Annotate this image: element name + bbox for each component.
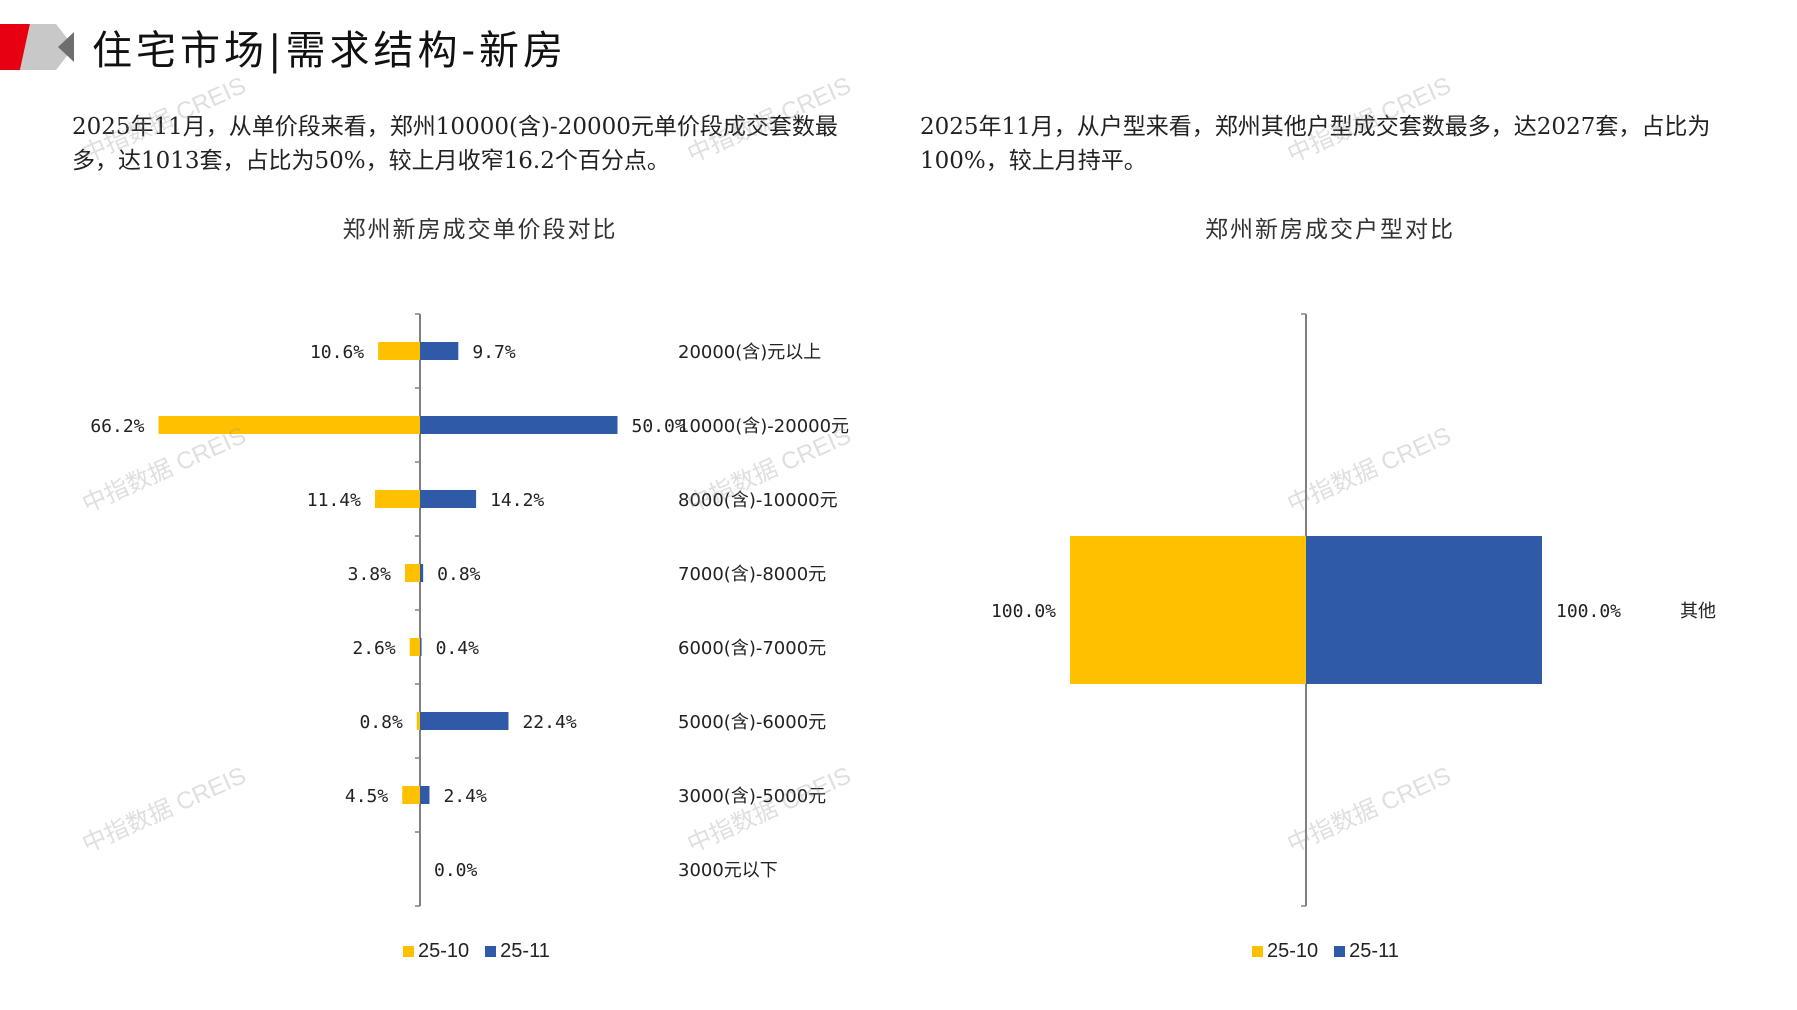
data-label-25-10: 10.6% (310, 342, 364, 363)
data-label-25-10: 4.5% (345, 786, 389, 807)
page-title: 住宅市场|需求结构-新房 (92, 28, 567, 74)
data-label-25-10: 3.8% (348, 564, 392, 585)
bar-25-10 (416, 712, 420, 730)
legend-item-prev: 25-10 (403, 940, 469, 963)
bar-25-11 (420, 712, 509, 730)
category-label: 5000(含)-6000元 (678, 712, 826, 733)
bar-25-11 (420, 564, 424, 582)
legend-label-curr: 25-11 (500, 940, 550, 962)
legend-swatch-prev (1252, 946, 1263, 957)
bar-25-11 (420, 342, 459, 360)
legend-label-prev: 25-10 (1267, 940, 1319, 962)
data-label-25-10: 66.2% (90, 416, 144, 437)
bar-25-10 (404, 564, 420, 582)
price-band-chart: 10.6% 9.7% 20000(含)元以上 66.2% 50.0%10000(含)-2… (90, 313, 849, 907)
bar-25-10 (409, 638, 420, 656)
dark-triangle (58, 32, 74, 62)
grey-shape (20, 24, 74, 70)
legend-label-curr: 25-11 (1349, 940, 1399, 962)
unit-type-chart: 100.0% 100.0% 其他 (991, 313, 1716, 907)
data-label-25-11: 50.0% (632, 416, 686, 437)
bar-25-11 (420, 490, 477, 508)
summary-right: 2025年11月，从户型来看，郑州其他户型成交套数最多，达2027套，占比为10… (920, 114, 1711, 174)
bar-25-11 (1306, 536, 1542, 684)
chart-title-type: 郑州新房成交户型对比 (1205, 217, 1455, 243)
data-label-25-11: 9.7% (472, 342, 516, 363)
data-label-25-10: 11.4% (307, 490, 361, 511)
category-label: 3000元以下 (678, 860, 778, 881)
category-label: 其他 (1680, 601, 1716, 622)
category-label: 3000(含)-5000元 (678, 786, 826, 807)
data-label-25-11: 14.2% (490, 490, 544, 511)
data-label-25-11: 22.4% (522, 712, 576, 733)
category-label: 6000(含)-7000元 (678, 638, 826, 659)
category-label: 20000(含)元以上 (678, 342, 821, 363)
data-label-25-11: 2.4% (443, 786, 487, 807)
legend-swatch-curr (485, 946, 497, 957)
bar-25-11 (420, 416, 618, 434)
category-label: 8000(含)-10000元 (678, 490, 838, 511)
legend-item-curr: 25-11 (1334, 940, 1399, 963)
summary-left: 2025年11月，从单价段来看，郑州10000(含)-20000元单价段成交套数… (72, 114, 838, 174)
category-label: 7000(含)-8000元 (678, 564, 826, 585)
data-label-25-11: 0.8% (437, 564, 481, 585)
legend-item-prev: 25-10 (1252, 940, 1318, 963)
bar-25-10 (158, 416, 420, 434)
data-label-25-10: 2.6% (352, 638, 396, 659)
legend-type: 25-10 25-11 (1252, 940, 1399, 963)
data-label-25-11: 0.4% (436, 638, 480, 659)
legend-item-curr: 25-11 (485, 940, 550, 963)
bar-25-10 (1070, 536, 1306, 684)
bar-25-10 (402, 786, 420, 804)
category-label: 10000(含)-20000元 (678, 416, 849, 437)
chart-title-price: 郑州新房成交单价段对比 (342, 217, 618, 243)
bar-25-10 (374, 490, 420, 508)
bar-25-11 (420, 638, 422, 656)
data-label-25-11: 100.0% (1556, 601, 1621, 622)
bar-25-11 (420, 786, 430, 804)
legend-swatch-curr (1334, 946, 1346, 957)
header-logo-mark (0, 24, 74, 70)
data-label-25-10: 100.0% (991, 601, 1056, 622)
bar-25-10 (378, 342, 420, 360)
data-label-25-11: 0.0% (434, 860, 478, 881)
legend-label-prev: 25-10 (418, 940, 470, 962)
legend-price: 25-10 25-11 (403, 940, 550, 963)
legend-swatch-prev (403, 946, 414, 957)
data-label-25-10: 0.8% (359, 712, 403, 733)
